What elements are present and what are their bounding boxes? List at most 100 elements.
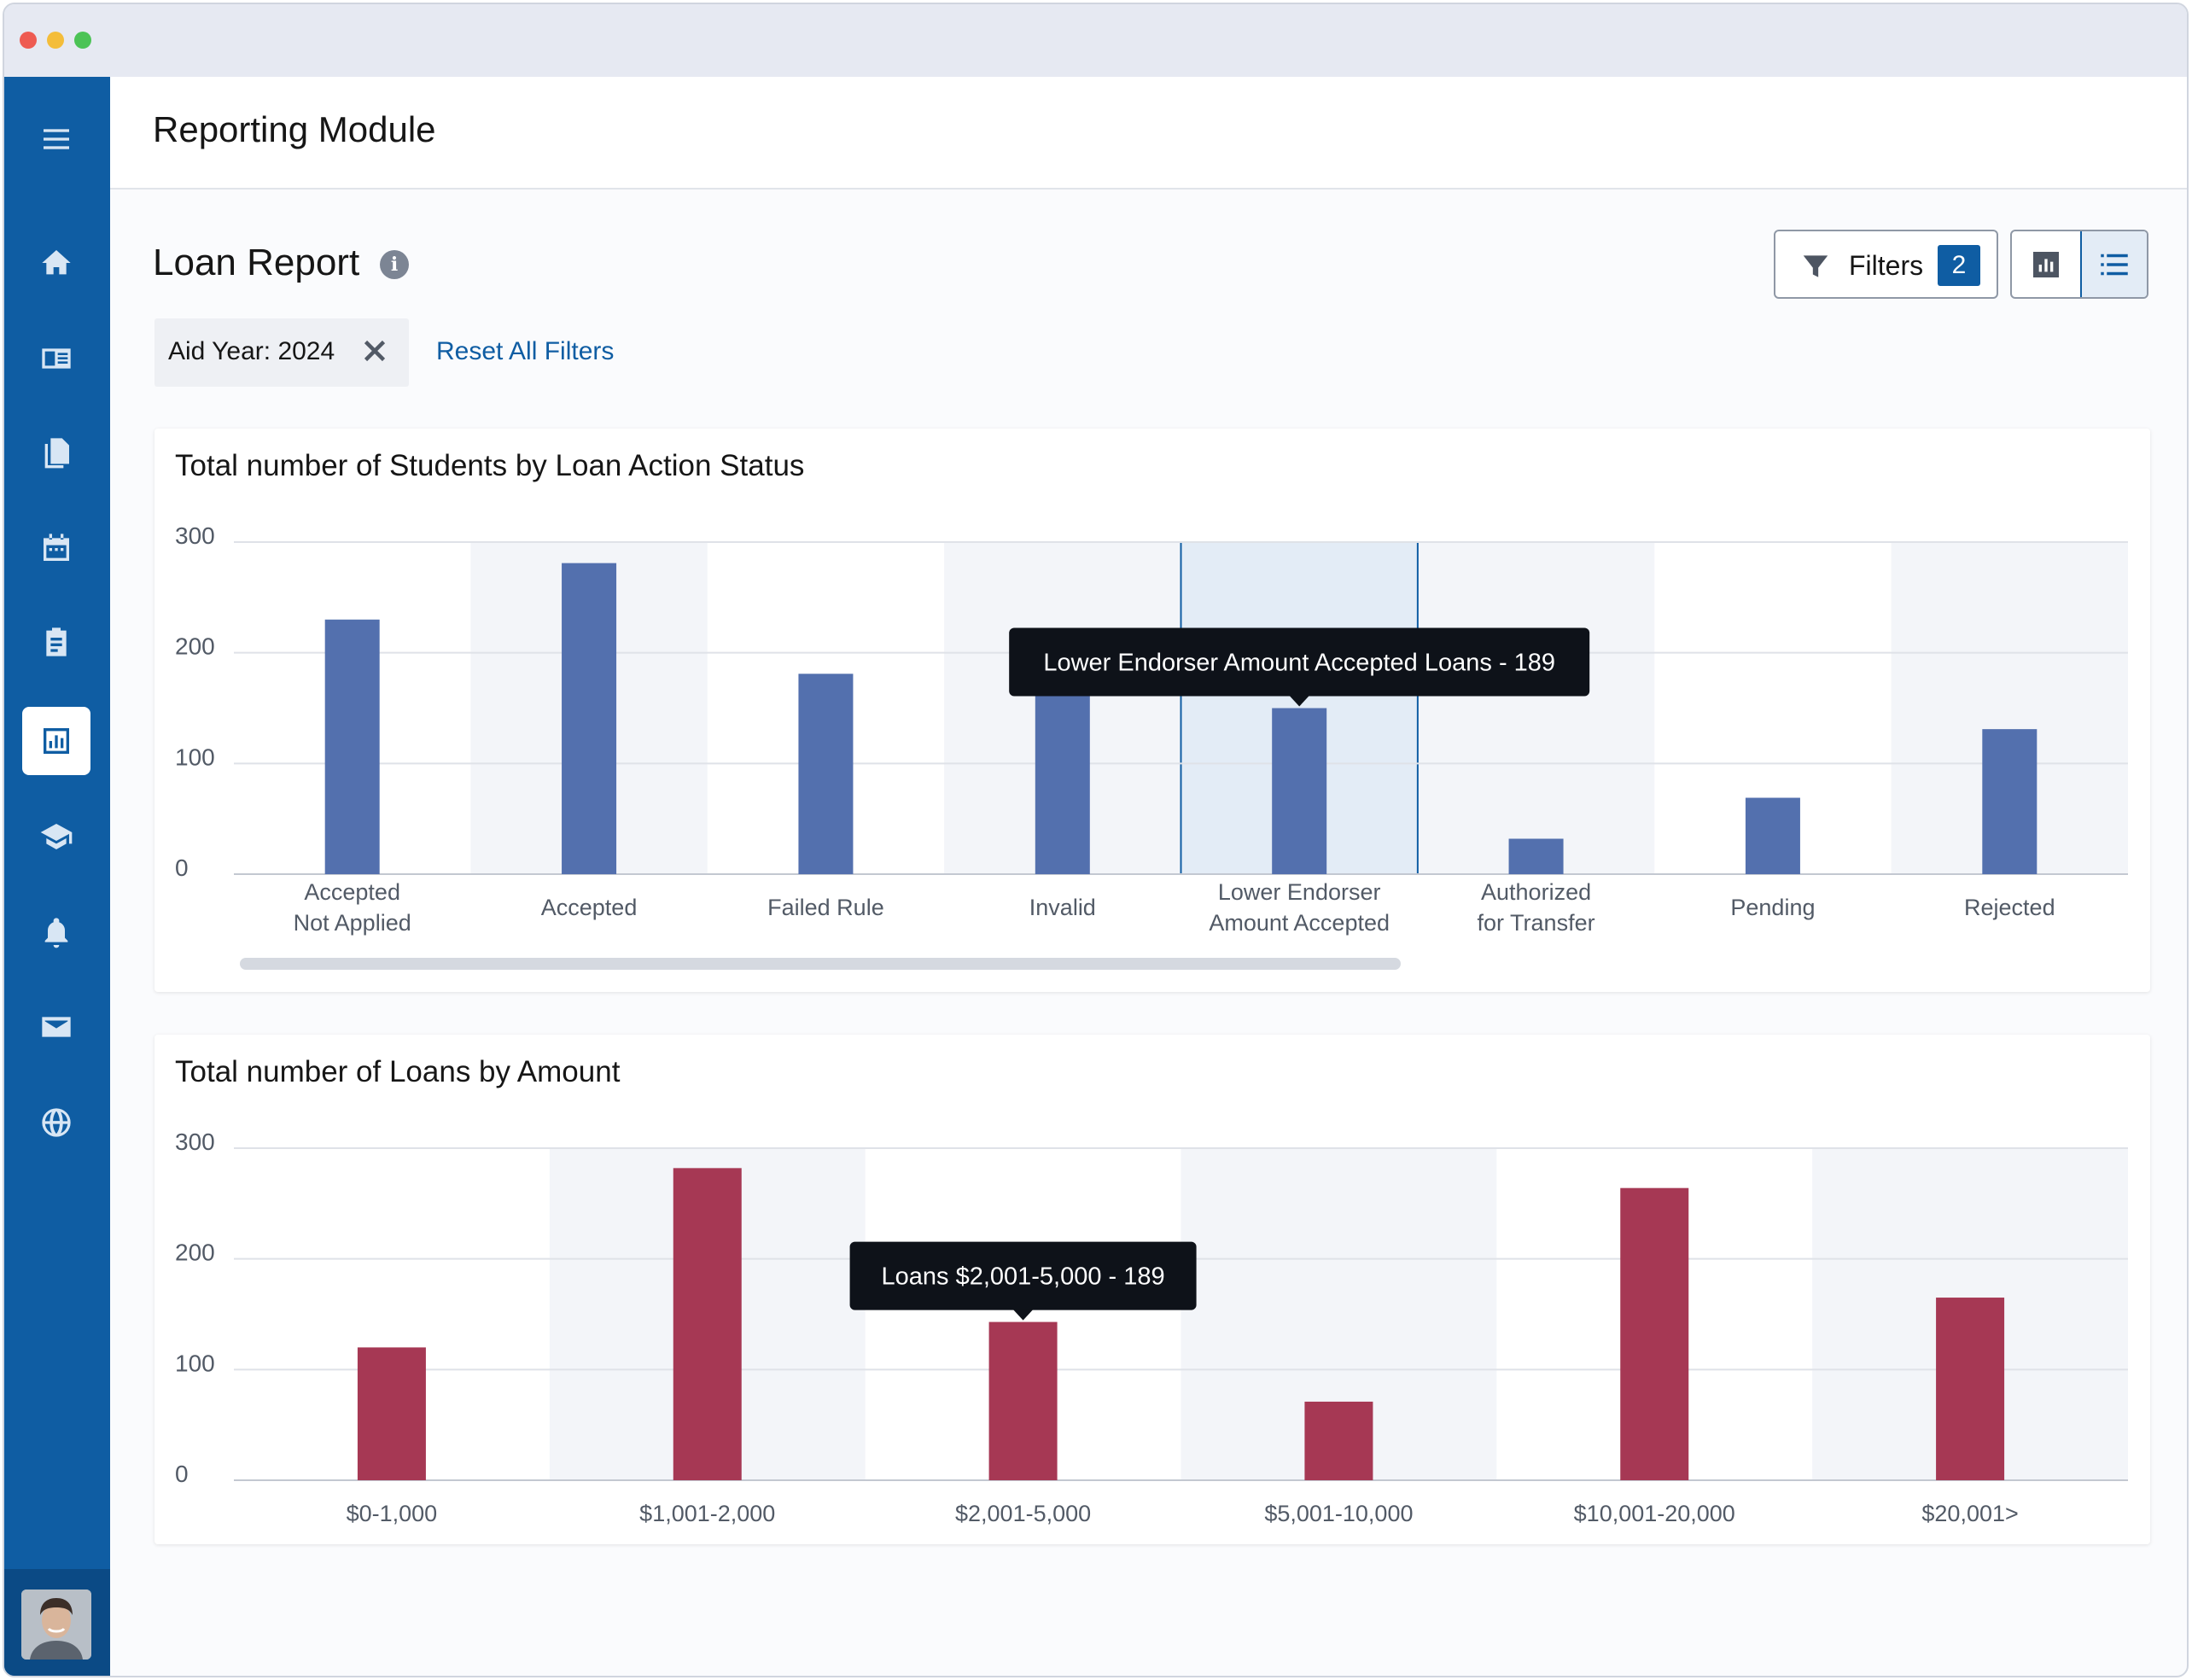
sidebar-item-tasks[interactable] — [22, 608, 90, 676]
bar[interactable] — [1745, 797, 1800, 874]
bar[interactable] — [1508, 838, 1564, 874]
sidebar — [4, 77, 110, 1676]
documents-icon — [44, 438, 69, 469]
minimize-window-button[interactable] — [47, 32, 64, 49]
tooltip-box — [849, 1241, 1197, 1310]
bar[interactable] — [798, 674, 854, 874]
x-tick-label: Failed Rule — [767, 895, 884, 920]
tooltip-pointer — [1012, 1309, 1034, 1321]
chart-tooltip: Lower Endorser Amount Accepted Loans - 1… — [1009, 627, 1590, 707]
calendar-icon — [44, 534, 69, 561]
x-tick-label: Accepted — [541, 895, 638, 920]
chart-tooltip: Loans $2,001-5,000 - 189 — [849, 1241, 1197, 1321]
x-tick-label: $5,001-10,000 — [1264, 1501, 1413, 1526]
page-title: Loan Report — [153, 242, 360, 283]
x-tick-label: $10,001-20,000 — [1574, 1501, 1735, 1526]
chart-title: Total number of Loans by Amount — [175, 1055, 621, 1088]
x-tick-label: Accepted Not Applied — [294, 879, 411, 936]
filter-icon — [1803, 255, 1828, 277]
x-tick-label: $0-1,000 — [347, 1501, 438, 1526]
loan-action-status-chart: 0 100 200 300 Accepted Not Applied Accepted Fai… — [175, 522, 2128, 970]
sidebar-item-documents[interactable] — [22, 418, 90, 487]
clipboard-icon — [46, 627, 67, 656]
filters-count-badge: 2 — [1938, 245, 1980, 286]
bar[interactable] — [1936, 1298, 2005, 1480]
mail-icon — [42, 1017, 71, 1037]
maximize-window-button[interactable] — [74, 32, 91, 49]
y-tick-label: 100 — [175, 744, 215, 770]
close-window-button[interactable] — [20, 32, 37, 49]
y-tick-label: 0 — [175, 1461, 189, 1487]
bar[interactable] — [1035, 664, 1090, 874]
bar[interactable] — [562, 563, 617, 874]
sidebar-item-home[interactable] — [22, 229, 90, 297]
sidebar-item-calendar[interactable] — [22, 514, 90, 582]
sidebar-item-news[interactable] — [22, 324, 90, 393]
x-tick-label: Rejected — [1964, 895, 2055, 920]
bar[interactable] — [1620, 1187, 1689, 1480]
y-tick-label: 0 — [175, 855, 189, 881]
close-icon — [364, 340, 386, 362]
sidebar-item-reports[interactable] — [22, 707, 90, 775]
app-window: Reporting Module Loan Report i Filters 2… — [3, 3, 2189, 1677]
tooltip-pointer — [1289, 695, 1310, 707]
x-tick-label: Authorized for Transfer — [1478, 879, 1595, 936]
avatar[interactable] — [21, 1590, 91, 1660]
filters-label: Filters — [1849, 250, 1924, 281]
tooltip-box — [1009, 627, 1590, 697]
list-view-button[interactable] — [2080, 231, 2147, 297]
tooltip-text: Loans $2,001-5,000 - 189 — [882, 1263, 1165, 1291]
bar[interactable] — [1304, 1401, 1373, 1480]
sidebar-item-notifications[interactable] — [22, 898, 90, 966]
bar[interactable] — [324, 619, 380, 874]
y-tick-label: 300 — [175, 522, 215, 549]
notifications-icon — [44, 918, 68, 948]
globe-icon — [42, 1108, 71, 1137]
x-tick-label: Pending — [1730, 895, 1815, 920]
list-icon — [2101, 254, 2128, 275]
app-title: Reporting Module — [153, 109, 436, 149]
sidebar-item-education[interactable] — [22, 802, 90, 871]
loans-by-amount-chart: 0 100 200 300 $0-1,000 $1,001-2,000 $2,001-5,0… — [175, 1129, 2128, 1526]
bar[interactable] — [988, 1321, 1058, 1480]
reset-all-filters-link[interactable]: Reset All Filters — [436, 337, 615, 365]
chart-title: Total number of Students by Loan Action … — [175, 449, 805, 482]
user-portrait-icon — [21, 1590, 91, 1660]
filters-button[interactable]: Filters 2 — [1774, 230, 1998, 299]
chart-view-button[interactable] — [2012, 231, 2080, 297]
sidebar-footer — [4, 1569, 110, 1676]
chart-card-loan-action-status: Total number of Students by Loan Action … — [154, 429, 2150, 992]
x-tick-label: $1,001-2,000 — [639, 1501, 775, 1526]
app-header: Reporting Module — [110, 77, 2187, 190]
sidebar-item-globe[interactable] — [22, 1088, 90, 1157]
filter-chip-aid-year: Aid Year: 2024 — [154, 318, 409, 387]
info-icon[interactable]: i — [380, 250, 409, 279]
y-tick-label: 200 — [175, 1240, 215, 1266]
bar-chart-icon — [2033, 251, 2059, 277]
home-icon — [42, 250, 71, 275]
menu-icon — [44, 129, 69, 149]
menu-button[interactable] — [22, 105, 90, 173]
sidebar-item-mail[interactable] — [22, 993, 90, 1061]
bar[interactable] — [1272, 708, 1327, 875]
y-tick-label: 100 — [175, 1350, 215, 1376]
education-icon — [40, 824, 73, 849]
x-tick-label: $2,001-5,000 — [955, 1501, 1091, 1526]
remove-filter-button[interactable] — [359, 335, 390, 366]
x-tick-label: Invalid — [1029, 895, 1096, 920]
bar[interactable] — [1982, 729, 2038, 874]
filter-chip-label: Aid Year: 2024 — [168, 337, 335, 365]
bar[interactable] — [357, 1347, 426, 1480]
category-band — [1417, 542, 1655, 874]
x-tick-label: $20,001> — [1921, 1501, 2018, 1526]
tooltip-text: Lower Endorser Amount Accepted Loans - 1… — [1043, 650, 1555, 677]
x-tick-label: Lower Endorser Amount Accepted — [1209, 879, 1390, 936]
y-tick-label: 300 — [175, 1129, 215, 1155]
horizontal-scrollbar[interactable] — [240, 958, 1401, 970]
news-icon — [42, 348, 71, 369]
reports-icon — [44, 728, 69, 754]
title-bar — [4, 4, 2187, 77]
chart-card-loans-by-amount: Total number of Loans by Amount 0 100 200 3… — [154, 1035, 2150, 1544]
view-toggle — [2010, 230, 2148, 299]
bar[interactable] — [673, 1168, 742, 1480]
